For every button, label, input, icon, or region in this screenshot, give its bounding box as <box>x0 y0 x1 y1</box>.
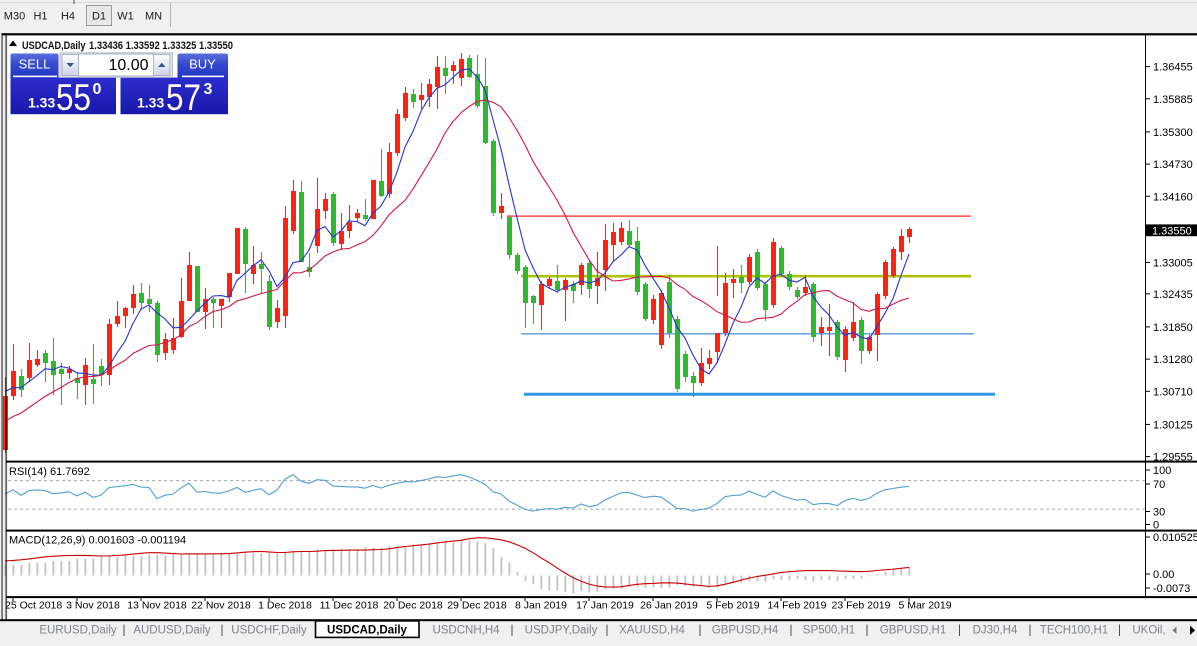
svg-text:1.36455: 1.36455 <box>1153 62 1193 74</box>
svg-text:5 Mar 2019: 5 Mar 2019 <box>898 600 951 612</box>
svg-text:10.00: 10.00 <box>108 57 148 74</box>
svg-text:0.010525: 0.010525 <box>1153 532 1197 544</box>
svg-text:|: | <box>1118 625 1121 637</box>
svg-text:1.30125: 1.30125 <box>1153 419 1193 431</box>
svg-text:8 Jan 2019: 8 Jan 2019 <box>515 600 567 612</box>
svg-text:1.33436 1.33592 1.33325 1.3355: 1.33436 1.33592 1.33325 1.33550 <box>89 40 233 52</box>
svg-text:USDCAD,Daily: USDCAD,Daily <box>327 625 407 637</box>
svg-text:1.31280: 1.31280 <box>1153 354 1193 366</box>
svg-text:UKOil,: UKOil, <box>1132 625 1165 637</box>
svg-text:|: | <box>790 625 793 637</box>
svg-text:GBPUSD,H1: GBPUSD,H1 <box>880 625 946 637</box>
svg-text:|: | <box>511 625 514 637</box>
svg-text:|: | <box>958 625 961 637</box>
svg-text:MACD(12,26,9) 0.001603 -0.0011: MACD(12,26,9) 0.001603 -0.001194 <box>9 535 186 547</box>
svg-text:23 Feb 2019: 23 Feb 2019 <box>832 600 891 612</box>
svg-text:RSI(14) 61.7692: RSI(14) 61.7692 <box>9 466 90 478</box>
svg-text:TECH100,H1: TECH100,H1 <box>1040 625 1108 637</box>
svg-text:M30: M30 <box>4 11 25 23</box>
svg-text:H4: H4 <box>61 11 75 23</box>
svg-text:|: | <box>699 625 702 637</box>
svg-text:XAUUSD,H4: XAUUSD,H4 <box>619 625 685 637</box>
svg-text:-0.0073: -0.0073 <box>1153 583 1190 595</box>
svg-text:55: 55 <box>56 77 91 118</box>
svg-text:100: 100 <box>1153 465 1171 477</box>
svg-text:1.31850: 1.31850 <box>1153 322 1193 334</box>
svg-text:1.29555: 1.29555 <box>1153 452 1193 464</box>
svg-text:|: | <box>1029 625 1032 637</box>
svg-text:USDCHF,Daily: USDCHF,Daily <box>231 625 307 637</box>
svg-text:W1: W1 <box>117 11 134 23</box>
svg-text:0: 0 <box>1153 520 1159 532</box>
svg-text:1.35300: 1.35300 <box>1153 127 1193 139</box>
svg-text:5 Feb 2019: 5 Feb 2019 <box>706 600 759 612</box>
svg-text:1.32435: 1.32435 <box>1153 289 1193 301</box>
svg-text:|: | <box>123 625 126 637</box>
svg-text:1.33: 1.33 <box>28 95 55 111</box>
svg-text:57: 57 <box>166 77 201 118</box>
svg-text:70: 70 <box>1153 479 1165 491</box>
svg-text:11 Dec 2018: 11 Dec 2018 <box>320 600 379 612</box>
svg-text:GBPUSD,H4: GBPUSD,H4 <box>712 625 779 637</box>
svg-text:DJ30,H4: DJ30,H4 <box>973 625 1018 637</box>
svg-text:|: | <box>866 625 869 637</box>
svg-text:22 Nov 2018: 22 Nov 2018 <box>191 600 251 612</box>
svg-text:1.35885: 1.35885 <box>1153 94 1193 106</box>
svg-text:SP500,H1: SP500,H1 <box>803 625 855 637</box>
svg-text:1.30710: 1.30710 <box>1153 386 1193 398</box>
svg-text:20 Dec 2018: 20 Dec 2018 <box>383 600 443 612</box>
svg-text:3: 3 <box>204 81 213 98</box>
svg-text:USDCAD,Daily: USDCAD,Daily <box>22 40 86 52</box>
svg-text:1.34160: 1.34160 <box>1153 191 1193 203</box>
svg-text:|: | <box>221 625 224 637</box>
svg-text:USDJPY,Daily: USDJPY,Daily <box>525 625 598 637</box>
svg-text:0.00: 0.00 <box>1153 569 1174 581</box>
svg-text:26 Jan 2019: 26 Jan 2019 <box>640 600 698 612</box>
svg-text:BUY: BUY <box>189 57 216 72</box>
svg-text:1.33005: 1.33005 <box>1153 257 1193 269</box>
svg-text:1.33: 1.33 <box>137 95 164 111</box>
svg-text:17 Jan 2019: 17 Jan 2019 <box>576 600 634 612</box>
svg-text:13 Nov 2018: 13 Nov 2018 <box>127 600 187 612</box>
svg-text:H1: H1 <box>33 11 47 23</box>
svg-text:25 Oct 2018: 25 Oct 2018 <box>5 600 62 612</box>
svg-text:0: 0 <box>93 81 102 98</box>
svg-text:USDCNH,H4: USDCNH,H4 <box>432 625 500 637</box>
svg-text:14 Feb 2019: 14 Feb 2019 <box>768 600 827 612</box>
svg-text:30: 30 <box>1153 507 1165 519</box>
svg-text:EURUSD,Daily: EURUSD,Daily <box>39 625 117 637</box>
svg-text:D1: D1 <box>92 11 106 23</box>
svg-text:1 Dec 2018: 1 Dec 2018 <box>258 600 312 612</box>
svg-text:3 Nov 2018: 3 Nov 2018 <box>66 600 120 612</box>
svg-text:AUDUSD,Daily: AUDUSD,Daily <box>133 625 211 637</box>
svg-text:29 Dec 2018: 29 Dec 2018 <box>447 600 507 612</box>
svg-text:SELL: SELL <box>19 57 51 72</box>
svg-text:1.33550: 1.33550 <box>1152 225 1192 237</box>
svg-text:MN: MN <box>145 11 162 23</box>
svg-text:|: | <box>606 625 609 637</box>
svg-text:1.34730: 1.34730 <box>1153 159 1193 171</box>
